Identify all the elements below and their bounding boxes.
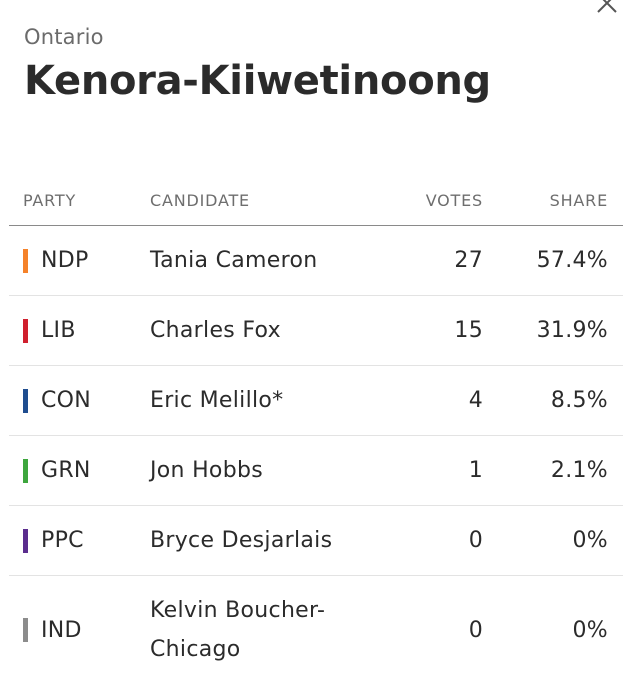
party-code: IND [41, 618, 82, 643]
party-cell: NDP [9, 226, 150, 296]
riding-title: Kenora-Kiiwetinoong [24, 58, 491, 104]
share-value: 0% [483, 506, 623, 576]
candidate-name: Charles Fox [150, 296, 385, 366]
votes-value: 0 [385, 506, 483, 576]
party-color-swatch [23, 319, 28, 343]
share-value: 31.9% [483, 296, 623, 366]
party-code: NDP [41, 248, 89, 273]
table-header-row: PARTY CANDIDATE VOTES SHARE [9, 175, 623, 226]
share-value: 57.4% [483, 226, 623, 296]
candidate-name: Eric Melillo* [150, 366, 385, 436]
party-cell: PPC [9, 506, 150, 576]
share-value: 0% [483, 576, 623, 684]
party-color-swatch [23, 459, 28, 483]
table-row: PPC Bryce Desjarlais 0 0% [9, 506, 623, 576]
candidate-name: Jon Hobbs [150, 436, 385, 506]
party-cell: CON [9, 366, 150, 436]
party-code: LIB [41, 318, 76, 343]
votes-value: 4 [385, 366, 483, 436]
party-cell: IND [9, 576, 150, 684]
table-row: CON Eric Melillo* 4 8.5% [9, 366, 623, 436]
results-table: PARTY CANDIDATE VOTES SHARE NDP Tania Ca… [9, 175, 623, 684]
votes-value: 15 [385, 296, 483, 366]
party-code: CON [41, 388, 91, 413]
party-cell: LIB [9, 296, 150, 366]
table-row: GRN Jon Hobbs 1 2.1% [9, 436, 623, 506]
party-color-swatch [23, 618, 28, 642]
party-color-swatch [23, 249, 28, 273]
votes-value: 27 [385, 226, 483, 296]
header-candidate: CANDIDATE [150, 175, 385, 226]
share-value: 2.1% [483, 436, 623, 506]
votes-value: 1 [385, 436, 483, 506]
header-share: SHARE [483, 175, 623, 226]
party-code: PPC [41, 528, 84, 553]
candidate-name: Kelvin Boucher-Chicago [150, 576, 385, 684]
table-row: NDP Tania Cameron 27 57.4% [9, 226, 623, 296]
close-icon [594, 0, 620, 16]
table-row: IND Kelvin Boucher-Chicago 0 0% [9, 576, 623, 684]
party-cell: GRN [9, 436, 150, 506]
header-party: PARTY [9, 175, 150, 226]
party-color-swatch [23, 389, 28, 413]
candidate-name: Tania Cameron [150, 226, 385, 296]
table-row: LIB Charles Fox 15 31.9% [9, 296, 623, 366]
close-button[interactable] [594, 0, 620, 16]
share-value: 8.5% [483, 366, 623, 436]
header-votes: VOTES [385, 175, 483, 226]
party-color-swatch [23, 529, 28, 553]
party-code: GRN [41, 458, 91, 483]
votes-value: 0 [385, 576, 483, 684]
province-label: Ontario [24, 25, 104, 49]
candidate-name: Bryce Desjarlais [150, 506, 385, 576]
